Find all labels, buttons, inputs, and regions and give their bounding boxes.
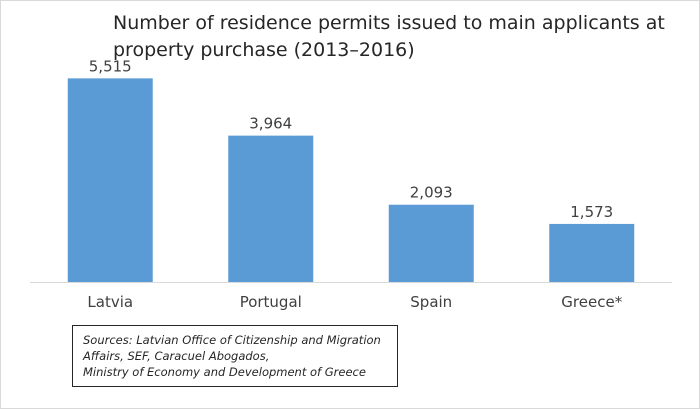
data-label: 2,093 xyxy=(410,184,453,202)
sources-line-1: Sources: Latvian Office of Citizenship a… xyxy=(83,333,381,347)
sources-line-3: Ministry of Economy and Development of G… xyxy=(83,365,366,379)
bar-spain xyxy=(388,204,474,282)
bar-latvia xyxy=(67,78,153,282)
x-tick-label: Portugal xyxy=(240,293,302,311)
chart-title-line-2: property purchase (2013–2016) xyxy=(113,39,415,61)
data-label: 1,573 xyxy=(570,203,613,221)
bar-portugal xyxy=(228,135,314,282)
bar-greece xyxy=(549,223,635,282)
sources-box: Sources: Latvian Office of Citizenship a… xyxy=(72,325,398,387)
data-label: 5,515 xyxy=(89,57,132,75)
x-tick-label: Spain xyxy=(410,293,452,311)
x-tick-label: Greece* xyxy=(561,293,622,311)
chart-title: Number of residence permits issued to ma… xyxy=(113,10,673,64)
sources-line-2: Affairs, SEF, Caracuel Abogados, xyxy=(83,349,270,363)
x-tick-label: Latvia xyxy=(87,293,133,311)
data-label: 3,964 xyxy=(249,115,292,133)
chart-title-line-1: Number of residence permits issued to ma… xyxy=(113,12,665,34)
